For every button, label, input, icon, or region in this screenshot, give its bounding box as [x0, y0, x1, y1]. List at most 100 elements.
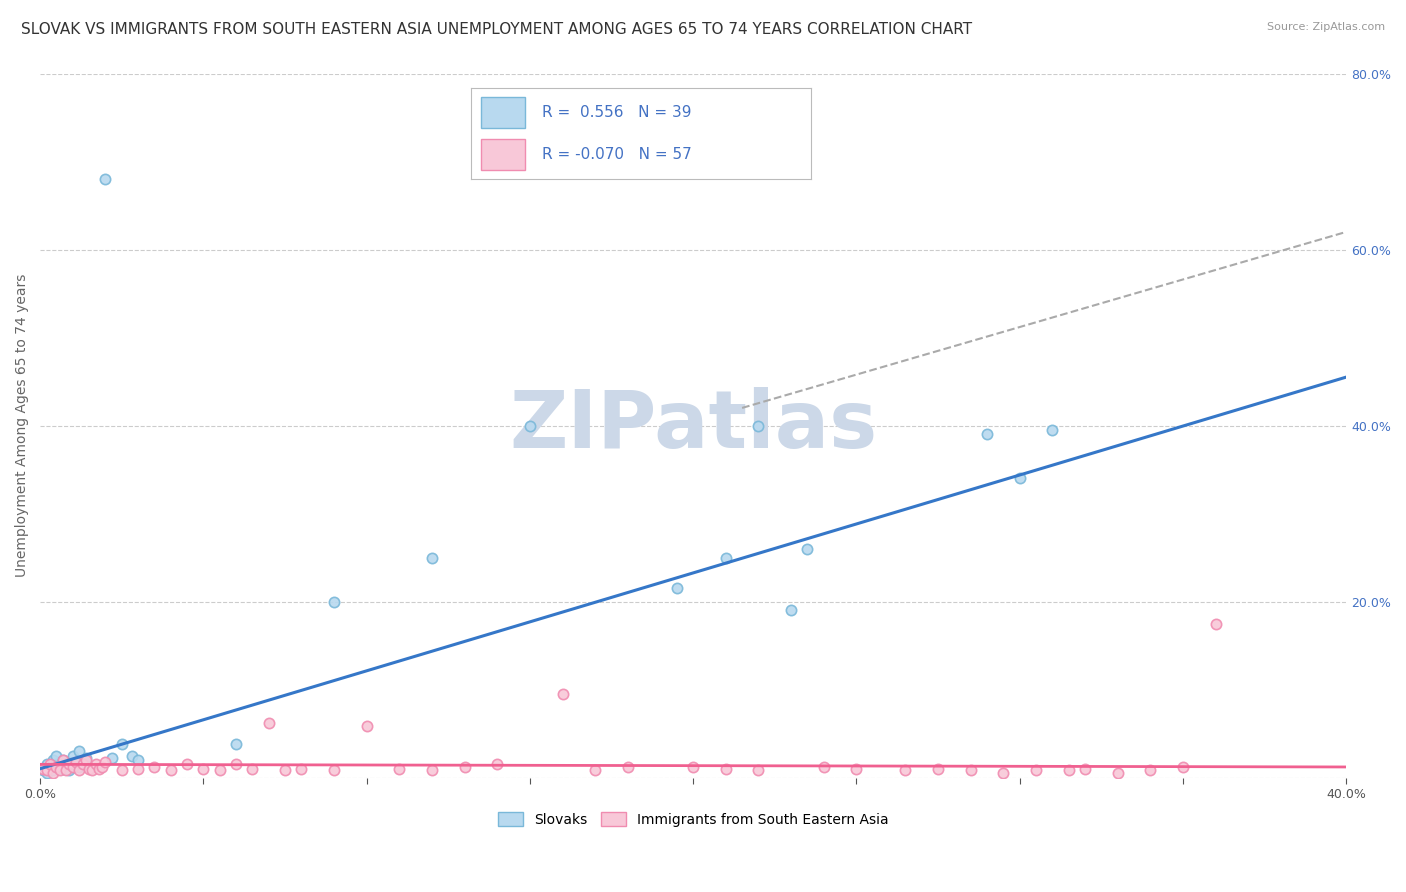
Point — [583, 764, 606, 778]
Point — [55, 764, 77, 778]
Point — [682, 760, 704, 774]
Point — [225, 757, 247, 772]
Point — [486, 757, 509, 772]
Point — [65, 755, 87, 769]
Point — [845, 762, 868, 776]
Point — [42, 753, 65, 767]
Point — [714, 762, 737, 776]
Point — [388, 762, 411, 776]
Point — [67, 764, 90, 778]
Point — [72, 753, 94, 767]
Point — [101, 751, 124, 765]
Point — [1008, 471, 1031, 485]
Point — [72, 757, 94, 772]
Point — [35, 766, 58, 780]
Point — [42, 766, 65, 780]
Point — [55, 757, 77, 772]
Point — [993, 766, 1015, 780]
Point — [121, 748, 143, 763]
Point — [323, 594, 346, 608]
Point — [894, 764, 917, 778]
Point — [62, 760, 84, 774]
Point — [208, 764, 231, 778]
Point — [1139, 764, 1161, 778]
Point — [94, 755, 117, 769]
Point — [58, 755, 80, 769]
Point — [48, 760, 70, 774]
Point — [927, 762, 949, 776]
Point — [32, 764, 55, 778]
Text: SLOVAK VS IMMIGRANTS FROM SOUTH EASTERN ASIA UNEMPLOYMENT AMONG AGES 65 TO 74 YE: SLOVAK VS IMMIGRANTS FROM SOUTH EASTERN … — [21, 22, 972, 37]
Legend: Slovaks, Immigrants from South Eastern Asia: Slovaks, Immigrants from South Eastern A… — [491, 805, 896, 834]
Point — [356, 719, 378, 733]
Point — [75, 751, 97, 765]
Point — [35, 757, 58, 772]
Point — [551, 687, 574, 701]
Point — [747, 764, 769, 778]
Point — [87, 762, 110, 776]
Point — [796, 541, 818, 556]
Point — [453, 760, 475, 774]
Point — [82, 764, 104, 778]
Point — [1171, 760, 1194, 774]
Point — [45, 757, 67, 772]
Point — [58, 764, 80, 778]
Point — [45, 748, 67, 763]
Point — [1107, 766, 1129, 780]
Point — [714, 550, 737, 565]
Point — [67, 760, 90, 774]
Point — [747, 418, 769, 433]
Point — [62, 748, 84, 763]
Point — [1074, 762, 1097, 776]
Text: ZIPatlas: ZIPatlas — [509, 386, 877, 465]
Point — [38, 762, 60, 776]
Point — [665, 582, 688, 596]
Point — [72, 757, 94, 772]
Point — [77, 762, 100, 776]
Point — [127, 762, 149, 776]
Point — [35, 764, 58, 778]
Point — [290, 762, 312, 776]
Y-axis label: Unemployment Among Ages 65 to 74 years: Unemployment Among Ages 65 to 74 years — [15, 274, 30, 577]
Point — [959, 764, 981, 778]
Point — [159, 764, 181, 778]
Point — [1025, 764, 1047, 778]
Point — [143, 760, 166, 774]
Point — [976, 427, 998, 442]
Point — [111, 764, 134, 778]
Point — [813, 760, 835, 774]
Point — [42, 764, 65, 778]
Point — [58, 757, 80, 772]
Point — [1205, 616, 1227, 631]
Point — [323, 764, 346, 778]
Point — [65, 755, 87, 769]
Point — [62, 760, 84, 774]
Point — [257, 716, 280, 731]
Point — [240, 762, 263, 776]
Point — [52, 753, 75, 767]
Point — [519, 418, 541, 433]
Point — [75, 753, 97, 767]
Point — [91, 760, 114, 774]
Point — [225, 737, 247, 751]
Point — [94, 172, 117, 186]
Point — [111, 737, 134, 751]
Point — [420, 550, 443, 565]
Point — [780, 603, 803, 617]
Point — [52, 753, 75, 767]
Point — [1040, 423, 1063, 437]
Point — [32, 762, 55, 776]
Point — [48, 764, 70, 778]
Point — [127, 753, 149, 767]
Point — [420, 764, 443, 778]
Point — [38, 757, 60, 772]
Point — [193, 762, 215, 776]
Point — [1057, 764, 1080, 778]
Point — [176, 757, 198, 772]
Point — [617, 760, 640, 774]
Point — [52, 762, 75, 776]
Point — [84, 757, 107, 772]
Text: Source: ZipAtlas.com: Source: ZipAtlas.com — [1267, 22, 1385, 32]
Point — [274, 764, 297, 778]
Point — [45, 760, 67, 774]
